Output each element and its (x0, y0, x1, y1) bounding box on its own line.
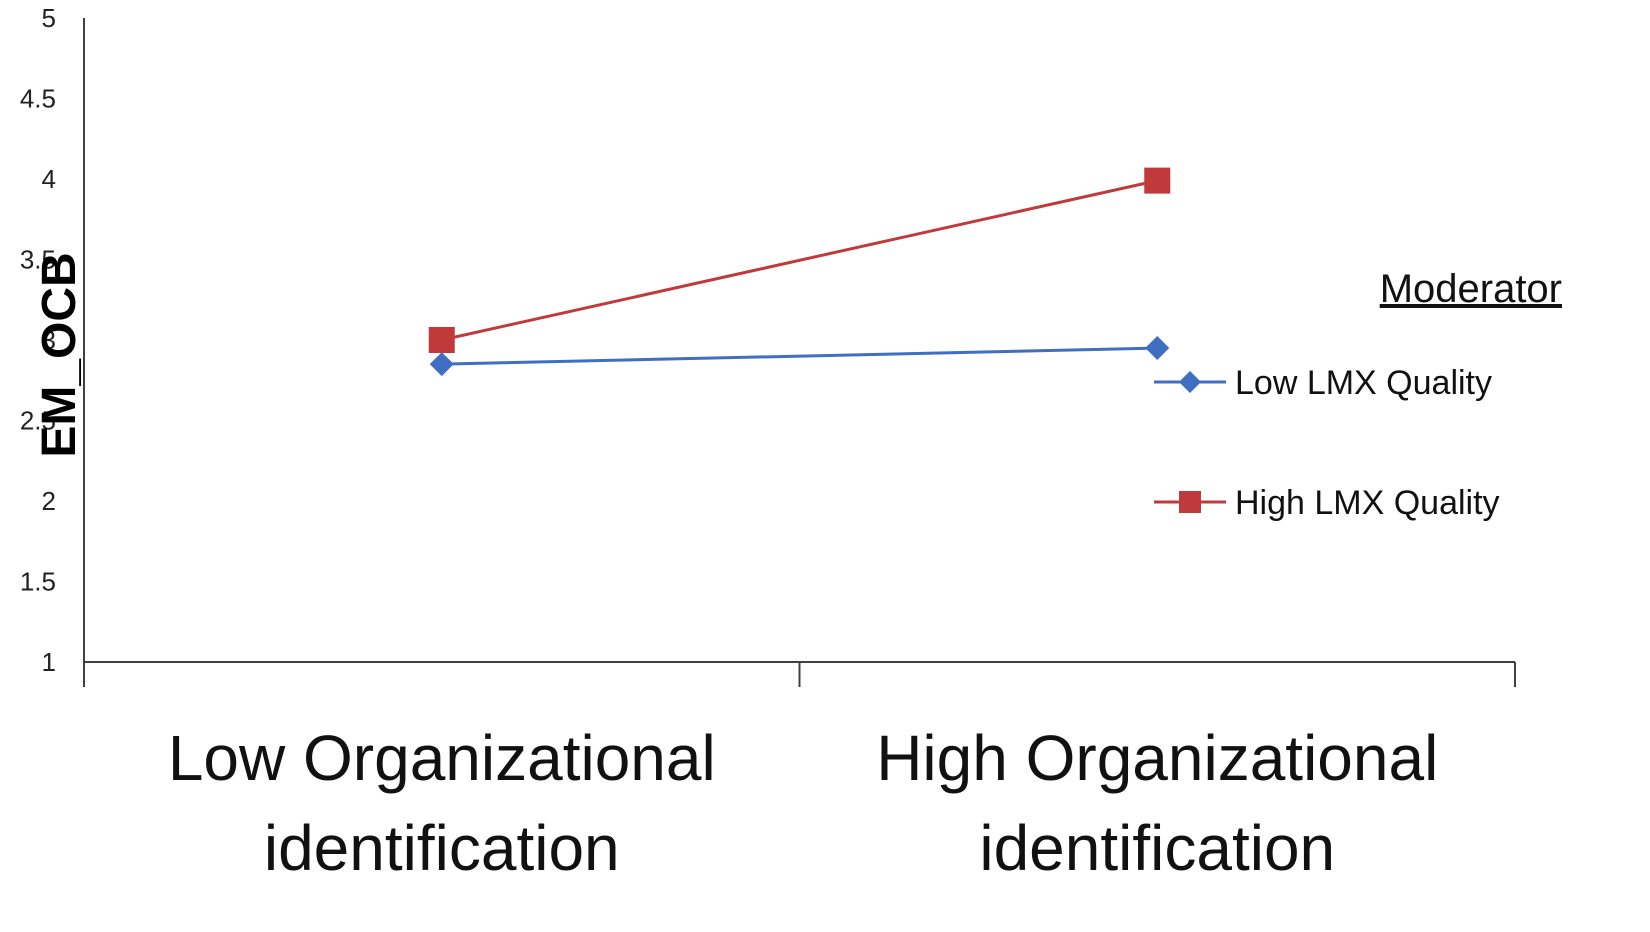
y-tick-label: 1 (42, 647, 56, 677)
y-tick-label: 2.5 (20, 406, 56, 436)
y-tick-label: 4 (42, 164, 56, 194)
category-label: High Organizational (876, 722, 1438, 794)
series-high-lmx-quality (428, 167, 1171, 353)
legend-marker (1179, 371, 1201, 393)
category-label: identification (979, 812, 1335, 884)
data-point-marker (1144, 167, 1171, 194)
y-tick-label: 1.5 (20, 567, 56, 597)
legend-entry: High LMX Quality (1154, 484, 1500, 522)
series-layer (428, 167, 1171, 377)
category-label: Low Organizational (168, 722, 716, 794)
legend-label: Low LMX Quality (1235, 364, 1492, 402)
legend-marker (1179, 491, 1201, 513)
y-tick-label: 2 (42, 486, 56, 516)
y-tick-label: 3 (42, 325, 56, 355)
series-low-lmx-quality (429, 336, 1170, 377)
data-point-marker (429, 352, 454, 377)
y-tick-label: 5 (42, 3, 56, 33)
legend-label: High LMX Quality (1235, 484, 1500, 522)
data-point-marker (428, 327, 455, 353)
y-tick-label: 3.5 (20, 245, 56, 275)
y-tick-label: 4.5 (20, 84, 56, 114)
y-tick-labels: 1 1.5 2 2.5 3 3.5 4 4.5 5 (20, 3, 56, 677)
legend: Moderator Low LMX Quality High LMX Qualit… (1154, 267, 1562, 522)
legend-title: Moderator (1380, 267, 1562, 311)
x-tick-marks (83, 662, 1516, 687)
legend-entry: Low LMX Quality (1154, 364, 1492, 402)
series-line (441, 179, 1158, 342)
category-labels: Low Organizational identification High Org… (168, 722, 1438, 884)
data-point-marker (1145, 336, 1170, 361)
axes-layer (83, 18, 1515, 687)
series-line (441, 346, 1158, 366)
category-label: identification (264, 812, 620, 884)
y-axis-label: EM_OCB (33, 252, 86, 457)
